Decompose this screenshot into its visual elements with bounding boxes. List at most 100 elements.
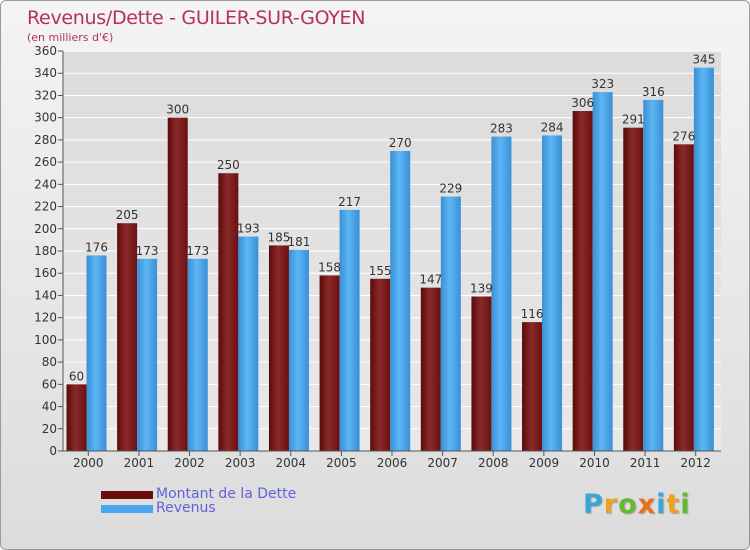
data-label-dette: 147 <box>419 273 442 287</box>
legend-label-dette: Montant de la Dette <box>156 486 297 502</box>
bar-revenus <box>491 136 512 452</box>
legend-swatch-revenus <box>101 505 153 513</box>
data-label-revenus: 193 <box>237 222 260 236</box>
data-label-revenus: 316 <box>642 85 665 99</box>
y-tick-label: 140 <box>34 288 57 302</box>
bar-dette <box>319 275 340 451</box>
data-label-dette: 60 <box>69 369 84 383</box>
data-label-revenus: 173 <box>136 244 159 258</box>
bar-dette <box>117 223 138 451</box>
x-tick-label: 2011 <box>630 456 661 470</box>
chart-title: Revenus/Dette - GUILER-SUR-GOYEN <box>27 7 366 29</box>
logo-letter: x <box>637 489 657 520</box>
y-tick-label: 120 <box>34 311 57 325</box>
bar-dette <box>66 384 87 451</box>
data-label-revenus: 217 <box>338 195 361 209</box>
y-tick-label: 40 <box>42 400 57 414</box>
data-label-revenus: 284 <box>541 120 564 134</box>
data-label-dette: 300 <box>166 103 189 117</box>
x-tick-label: 2006 <box>377 456 408 470</box>
x-tick-label: 2008 <box>478 456 509 470</box>
bar-dette <box>572 111 593 451</box>
bar-revenus <box>288 249 309 451</box>
logo-letter: P <box>583 489 604 520</box>
bar-dette <box>268 245 289 451</box>
x-tick-label: 2012 <box>680 456 711 470</box>
y-tick-label: 220 <box>34 200 57 214</box>
y-tick-label: 240 <box>34 177 57 191</box>
data-label-revenus: 229 <box>439 182 462 196</box>
bar-dette <box>218 173 239 451</box>
y-tick-label: 340 <box>34 66 57 80</box>
legend-swatch-dette <box>101 491 153 499</box>
data-label-revenus: 270 <box>389 136 412 150</box>
legend-label-revenus: Revenus <box>156 500 216 516</box>
data-label-dette: 185 <box>268 230 291 244</box>
data-label-dette: 250 <box>217 158 240 172</box>
x-tick-label: 2007 <box>427 456 458 470</box>
y-tick-label: 0 <box>49 444 57 458</box>
axes: 0 20 40 60 80 100 120 140 160 180 200 220 240 260 280 3… <box>34 44 721 470</box>
x-tick-label: 2003 <box>225 456 256 470</box>
y-tick-label: 100 <box>34 333 57 347</box>
x-tick-label: 2002 <box>174 456 205 470</box>
logo-letter: o <box>618 489 638 520</box>
y-tick-label: 320 <box>34 88 57 102</box>
bars <box>66 67 714 452</box>
data-label-dette: 158 <box>318 260 341 274</box>
y-tick-label: 280 <box>34 133 57 147</box>
data-label-dette: 306 <box>571 96 594 110</box>
bar-revenus <box>693 67 714 452</box>
logo-letter: i <box>680 489 691 520</box>
data-label-dette: 139 <box>470 282 493 296</box>
bar-dette <box>623 127 644 452</box>
logo-letter: t <box>666 489 681 520</box>
y-tick-label: 300 <box>34 111 57 125</box>
bar-revenus <box>86 255 107 451</box>
data-label-revenus: 176 <box>85 240 108 254</box>
y-tick-label: 160 <box>34 266 57 280</box>
x-tick-label: 2005 <box>326 456 357 470</box>
data-label-dette: 276 <box>672 129 695 143</box>
x-tick-label: 2000 <box>73 456 104 470</box>
y-tick-label: 360 <box>34 44 57 58</box>
bar-revenus <box>542 135 563 451</box>
data-label-dette: 291 <box>622 113 645 127</box>
bar-revenus <box>592 92 613 451</box>
logo-letter: r <box>603 489 619 520</box>
data-label-dette: 116 <box>521 307 544 321</box>
x-tick-label: 2009 <box>529 456 560 470</box>
y-tick-label: 260 <box>34 155 57 169</box>
data-label-revenus: 181 <box>288 235 311 249</box>
data-label-revenus: 173 <box>186 244 209 258</box>
data-label-dette: 155 <box>369 264 392 278</box>
bar-dette <box>673 144 694 452</box>
bar-dette <box>420 287 441 451</box>
bar-revenus <box>643 99 664 451</box>
data-label-revenus: 283 <box>490 122 513 136</box>
bar-revenus <box>238 236 259 451</box>
bar-revenus <box>440 196 461 451</box>
bar-revenus <box>339 209 360 451</box>
y-tick-label: 80 <box>42 355 57 369</box>
proxiti-logo: Proxiti <box>583 489 691 520</box>
bar-dette <box>167 117 188 452</box>
data-label-revenus: 323 <box>591 77 614 91</box>
logo-letter: i <box>656 489 667 520</box>
data-label-revenus: 345 <box>692 53 715 67</box>
bar-dette <box>471 296 492 451</box>
y-tick-label: 20 <box>42 422 57 436</box>
y-tick-label: 60 <box>42 377 57 391</box>
bar-revenus <box>390 151 411 451</box>
bar-dette <box>522 322 543 451</box>
bar-dette <box>370 278 391 451</box>
bar-revenus <box>187 258 208 451</box>
data-label-dette: 205 <box>116 208 139 222</box>
y-tick-label: 180 <box>34 244 57 258</box>
x-tick-label: 2004 <box>275 456 306 470</box>
x-tick-label: 2010 <box>579 456 610 470</box>
y-tick-label: 200 <box>34 222 57 236</box>
